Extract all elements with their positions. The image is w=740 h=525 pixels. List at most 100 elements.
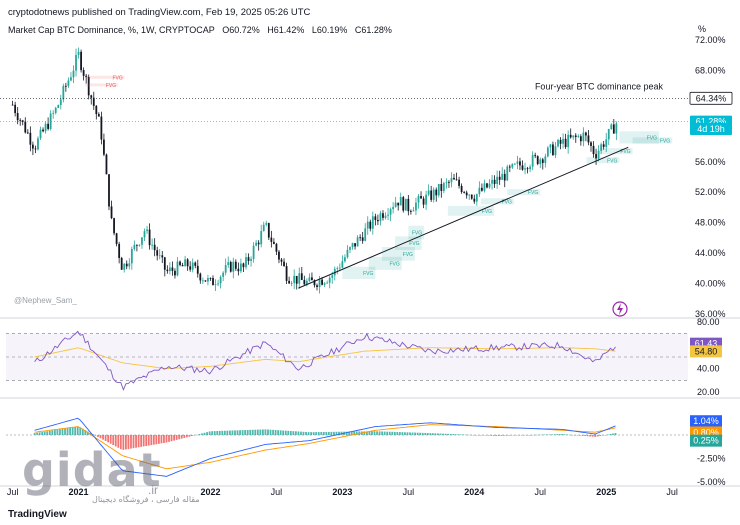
macd-histogram-bar	[543, 434, 546, 436]
candle-body	[473, 198, 476, 202]
candle-body	[564, 138, 567, 148]
rsi-badge-label: 54.80	[695, 346, 718, 356]
candle-body	[420, 196, 422, 199]
candle-body	[534, 155, 537, 157]
candle-body	[100, 116, 103, 140]
macd-histogram-bar	[431, 433, 434, 435]
macd-histogram-bar	[338, 431, 340, 435]
macd-histogram-bar	[376, 431, 378, 435]
candle-body	[128, 263, 131, 267]
candle-body	[344, 257, 346, 262]
candle-body	[341, 261, 344, 268]
fvg-label: FVG	[409, 241, 419, 247]
macd-histogram-bar	[38, 432, 41, 435]
candle-body	[389, 209, 392, 215]
macd-histogram-bar	[464, 434, 467, 436]
candle-body	[607, 129, 610, 140]
candle-body	[29, 132, 32, 145]
candle-body	[526, 168, 529, 170]
candle-body	[445, 182, 448, 184]
macd-histogram-bar	[454, 434, 457, 435]
candle-body	[103, 139, 105, 155]
candle-body	[397, 202, 400, 206]
macd-histogram-bar	[345, 431, 348, 435]
candle-body	[54, 107, 57, 113]
macd-histogram-bar	[302, 431, 305, 435]
candle-body	[595, 154, 597, 159]
macd-histogram-bar	[566, 434, 569, 435]
candle-body	[270, 237, 273, 242]
macd-histogram-bar	[325, 431, 328, 435]
candle-body	[115, 233, 118, 244]
macd-histogram-bar	[584, 435, 586, 437]
macd-histogram-bar	[475, 435, 477, 436]
candle-body	[295, 275, 298, 284]
macd-histogram-bar	[414, 432, 417, 435]
candle-body	[549, 144, 552, 148]
macd-histogram-bar	[591, 435, 594, 437]
candle-body	[227, 262, 230, 266]
macd-axis-tick: -5.00%	[697, 477, 726, 487]
candle-body	[179, 261, 181, 266]
candle-body	[14, 104, 17, 114]
rsi-line	[34, 330, 616, 392]
macd-histogram-bar	[307, 432, 310, 435]
candle-body	[31, 144, 34, 149]
candle-body	[133, 244, 136, 249]
macd-histogram-bar	[183, 435, 186, 438]
macd-histogram-bar	[497, 435, 500, 436]
macd-histogram-bar	[525, 435, 528, 436]
macd-histogram-bar	[452, 434, 455, 435]
candle-body	[450, 177, 453, 183]
macd-histogram-bar	[74, 427, 77, 435]
macd-histogram-bar	[239, 430, 241, 435]
candle-body	[417, 196, 420, 203]
macd-histogram-bar	[355, 431, 358, 435]
macd-histogram-bar	[459, 434, 462, 435]
candle-body	[313, 280, 316, 286]
macd-histogram-bar	[297, 431, 300, 435]
macd-histogram-bar	[152, 435, 155, 445]
macd-histogram-bar	[350, 431, 353, 435]
candle-body	[141, 237, 143, 245]
candle-body	[151, 244, 154, 246]
macd-histogram-bar	[107, 435, 110, 443]
macd-histogram-bar	[388, 431, 391, 435]
price-badge-countdown	[690, 123, 732, 136]
candle-body	[582, 132, 585, 142]
price-badge-peak	[689, 91, 733, 105]
candle-body	[37, 138, 39, 150]
candle-body	[293, 275, 296, 284]
macd-histogram-bar	[530, 434, 533, 436]
price-badge-label-current: 61.28%	[696, 117, 727, 127]
candle-body	[382, 213, 384, 218]
candle-body	[544, 156, 547, 164]
candle-body	[288, 280, 291, 284]
macd-histogram-bar	[203, 432, 206, 435]
candle-body	[546, 147, 549, 157]
symbol-title[interactable]: Market Cap BTC Dominance, %, 1W, CRYPTOC…	[8, 25, 215, 35]
macd-histogram-bar	[132, 435, 135, 449]
macd-histogram-bar	[457, 434, 460, 435]
macd-histogram-bar	[437, 433, 439, 435]
candle-body	[26, 132, 29, 134]
candle-body	[508, 166, 511, 168]
macd-histogram-bar	[112, 435, 115, 446]
candle-body	[361, 237, 364, 241]
candle-body	[229, 262, 232, 272]
candle-body	[519, 161, 521, 166]
macd-histogram-bar	[541, 434, 543, 436]
price-axis-tick: 68.00%	[695, 65, 726, 75]
candle-body	[272, 241, 275, 244]
candle-body	[470, 194, 473, 199]
macd-histogram-bar	[411, 432, 414, 435]
candle-body	[585, 132, 587, 136]
candle-body	[493, 179, 496, 184]
candle-body	[524, 168, 526, 170]
macd-histogram-bar	[535, 434, 538, 436]
candle-body	[475, 194, 478, 202]
macd-badge-label: 1.04%	[693, 416, 719, 426]
macd-histogram-bar	[223, 430, 226, 435]
tradingview-logo[interactable]: TradingView	[8, 509, 67, 520]
